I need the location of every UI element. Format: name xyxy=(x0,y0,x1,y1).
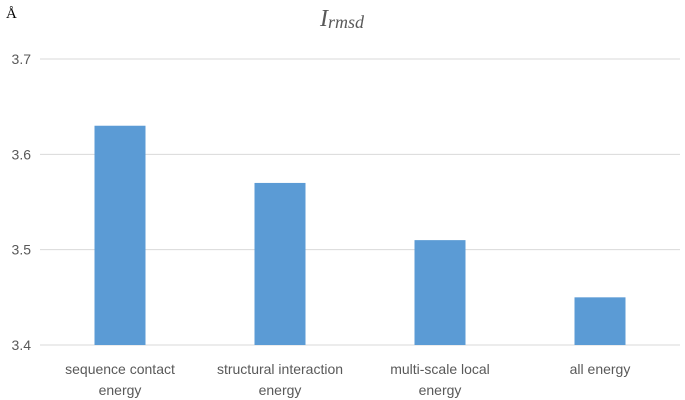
bar xyxy=(414,240,466,345)
bar xyxy=(94,125,146,345)
bar xyxy=(574,297,626,345)
x-category-label-line: energy xyxy=(259,382,302,398)
x-category-label: all energy xyxy=(570,361,631,377)
bars xyxy=(94,125,626,345)
chart-title-main: I xyxy=(319,6,329,32)
x-category-label-line: structural interaction xyxy=(217,361,343,377)
chart-title-subscript: rmsd xyxy=(328,12,365,32)
y-tick-label: 3.5 xyxy=(12,242,32,258)
gridlines xyxy=(40,58,680,346)
x-category-label: multi-scale local energy xyxy=(390,361,490,398)
y-tick-label: 3.4 xyxy=(12,337,32,353)
x-category-label-line: multi-scale local xyxy=(390,361,490,377)
y-axis-unit-label: Å xyxy=(6,6,17,22)
chart-title: Irmsd xyxy=(319,6,365,32)
y-axis-tick-labels: 3.4 3.5 3.6 3.7 xyxy=(12,51,32,353)
y-tick-label: 3.6 xyxy=(12,146,32,162)
x-category-label-line: all energy xyxy=(570,361,631,377)
x-category-label-line: energy xyxy=(99,382,142,398)
y-tick-label: 3.7 xyxy=(12,51,32,67)
x-category-label-line: sequence contact xyxy=(65,361,175,377)
x-category-label: structural interaction energy xyxy=(217,361,343,398)
x-category-label: sequence contact energy xyxy=(65,361,175,398)
x-category-label-line: energy xyxy=(419,382,462,398)
bar xyxy=(254,182,306,345)
